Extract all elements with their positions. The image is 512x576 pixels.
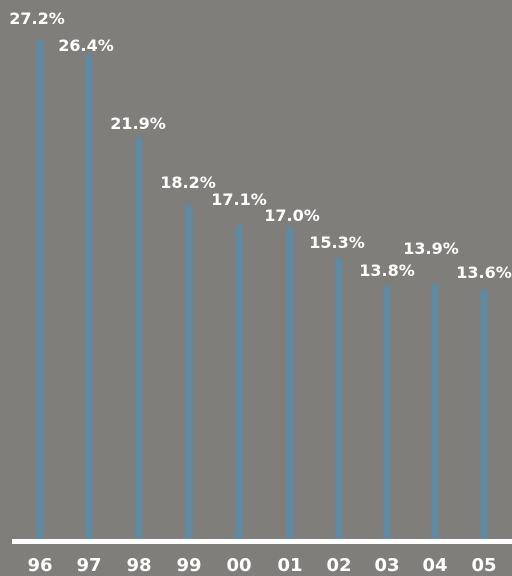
data-label-04: 13.9% [403, 239, 459, 258]
data-label-99: 18.2% [160, 173, 216, 192]
bar-01 [286, 227, 294, 539]
bar-98 [135, 137, 143, 539]
data-label-00: 17.1% [211, 190, 267, 209]
bars-layer [36, 40, 488, 539]
data-label-03: 13.8% [359, 261, 415, 280]
x-tick-label-04: 04 [422, 555, 447, 576]
bar-03 [383, 285, 391, 539]
data-label-96: 27.2% [9, 9, 65, 28]
x-tick-label-00: 00 [226, 555, 251, 576]
x-tick-labels-layer: 96 97 98 99 00 01 02 03 04 05 [27, 555, 496, 576]
data-label-02: 15.3% [309, 233, 365, 252]
bar-97 [85, 54, 93, 539]
data-label-05: 13.6% [456, 263, 512, 282]
bar-05 [480, 289, 488, 539]
bar-99 [185, 205, 193, 539]
bar-96 [36, 40, 44, 539]
data-label-97: 26.4% [58, 36, 114, 55]
bar-00 [235, 225, 243, 539]
data-label-98: 21.9% [110, 114, 166, 133]
x-tick-label-96: 96 [27, 555, 52, 576]
bar-04 [431, 283, 439, 539]
x-tick-label-99: 99 [176, 555, 201, 576]
data-label-01: 17.0% [264, 206, 320, 225]
x-tick-label-01: 01 [277, 555, 302, 576]
x-tick-label-97: 97 [76, 555, 101, 576]
x-tick-label-05: 05 [471, 555, 496, 576]
bar-02 [335, 258, 343, 539]
x-tick-label-02: 02 [326, 555, 351, 576]
x-tick-label-03: 03 [374, 555, 399, 576]
data-labels-layer: 27.2% 26.4% 21.9% 18.2%17.1%17.0% 15.3% 13.8%… [9, 9, 512, 282]
x-tick-label-98: 98 [126, 555, 151, 576]
